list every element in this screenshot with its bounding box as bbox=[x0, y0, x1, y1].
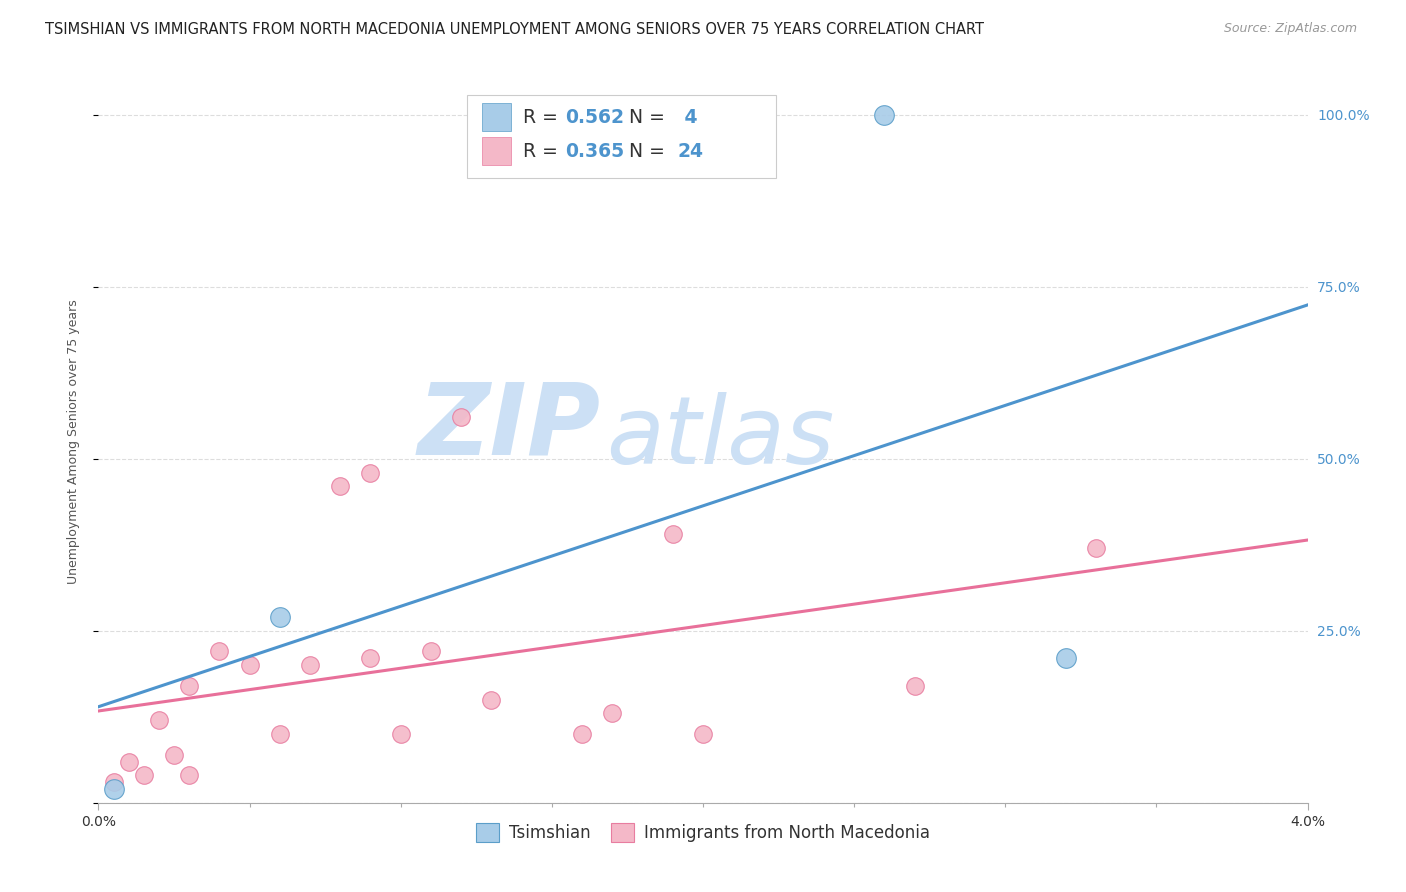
Text: 24: 24 bbox=[678, 142, 703, 161]
Point bbox=[103, 775, 125, 789]
Point bbox=[269, 610, 291, 624]
Text: 4: 4 bbox=[678, 108, 697, 127]
Point bbox=[103, 782, 125, 797]
Point bbox=[269, 727, 291, 741]
Point bbox=[873, 108, 896, 122]
Point bbox=[1054, 651, 1077, 665]
Point bbox=[1085, 541, 1108, 556]
Y-axis label: Unemployment Among Seniors over 75 years: Unemployment Among Seniors over 75 years bbox=[67, 299, 80, 584]
Point bbox=[360, 651, 382, 665]
Point bbox=[571, 727, 593, 741]
FancyBboxPatch shape bbox=[482, 137, 510, 165]
Point bbox=[481, 692, 503, 706]
Text: Source: ZipAtlas.com: Source: ZipAtlas.com bbox=[1223, 22, 1357, 36]
Text: 0.365: 0.365 bbox=[565, 142, 624, 161]
Point bbox=[163, 747, 186, 762]
Point bbox=[602, 706, 624, 721]
Text: R =: R = bbox=[523, 108, 564, 127]
FancyBboxPatch shape bbox=[467, 95, 776, 178]
Point bbox=[132, 768, 155, 782]
Point bbox=[692, 727, 714, 741]
Point bbox=[208, 644, 231, 658]
Text: R =: R = bbox=[523, 142, 564, 161]
Point bbox=[179, 679, 201, 693]
Point bbox=[118, 755, 141, 769]
Point bbox=[360, 466, 382, 480]
Point bbox=[389, 727, 412, 741]
Text: atlas: atlas bbox=[606, 392, 835, 483]
Text: N =: N = bbox=[630, 108, 671, 127]
Point bbox=[299, 658, 322, 673]
Point bbox=[904, 679, 927, 693]
Point bbox=[329, 479, 352, 493]
FancyBboxPatch shape bbox=[482, 103, 510, 131]
Text: N =: N = bbox=[630, 142, 671, 161]
Point bbox=[148, 713, 170, 727]
Point bbox=[420, 644, 443, 658]
Point bbox=[661, 527, 683, 541]
Point bbox=[179, 768, 201, 782]
Text: TSIMSHIAN VS IMMIGRANTS FROM NORTH MACEDONIA UNEMPLOYMENT AMONG SENIORS OVER 75 : TSIMSHIAN VS IMMIGRANTS FROM NORTH MACED… bbox=[45, 22, 984, 37]
Legend: Tsimshian, Immigrants from North Macedonia: Tsimshian, Immigrants from North Macedon… bbox=[470, 816, 936, 848]
Text: ZIP: ZIP bbox=[418, 378, 600, 475]
Point bbox=[239, 658, 262, 673]
Point bbox=[450, 410, 472, 425]
Text: 0.562: 0.562 bbox=[565, 108, 624, 127]
